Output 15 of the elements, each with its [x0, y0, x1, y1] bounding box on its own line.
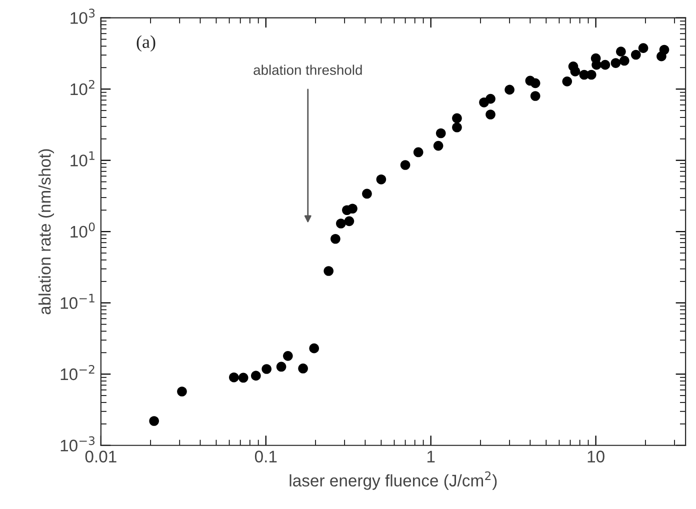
y-tick-label: 10$^{−1}$: [60, 294, 94, 309]
y-tick-label: 10$^{−2}$: [60, 364, 94, 380]
y-tick-label: 10$^{−3}$: [60, 436, 95, 452]
y-tick-label: 10$^{2}$: [70, 80, 94, 96]
annotation: (a): [136, 35, 156, 52]
x-axis-title: laser energy fluence (J/cm$^{2}$): [290, 471, 497, 490]
y-tick-label: 10$^{3}$: [70, 8, 95, 24]
y-tick-label: 10$^{0}$: [70, 222, 95, 238]
y-axis-title: ablation rate (nm/shot): [38, 149, 54, 314]
annotation: ablation threshold: [254, 64, 362, 75]
x-tick-label: 0.1: [254, 450, 277, 462]
y-tick-label: 10$^{1}$: [70, 151, 94, 166]
x-tick-label: 1: [427, 450, 435, 462]
x-tick-label: 0.01: [85, 450, 116, 462]
x-tick-label: 10: [588, 450, 604, 462]
